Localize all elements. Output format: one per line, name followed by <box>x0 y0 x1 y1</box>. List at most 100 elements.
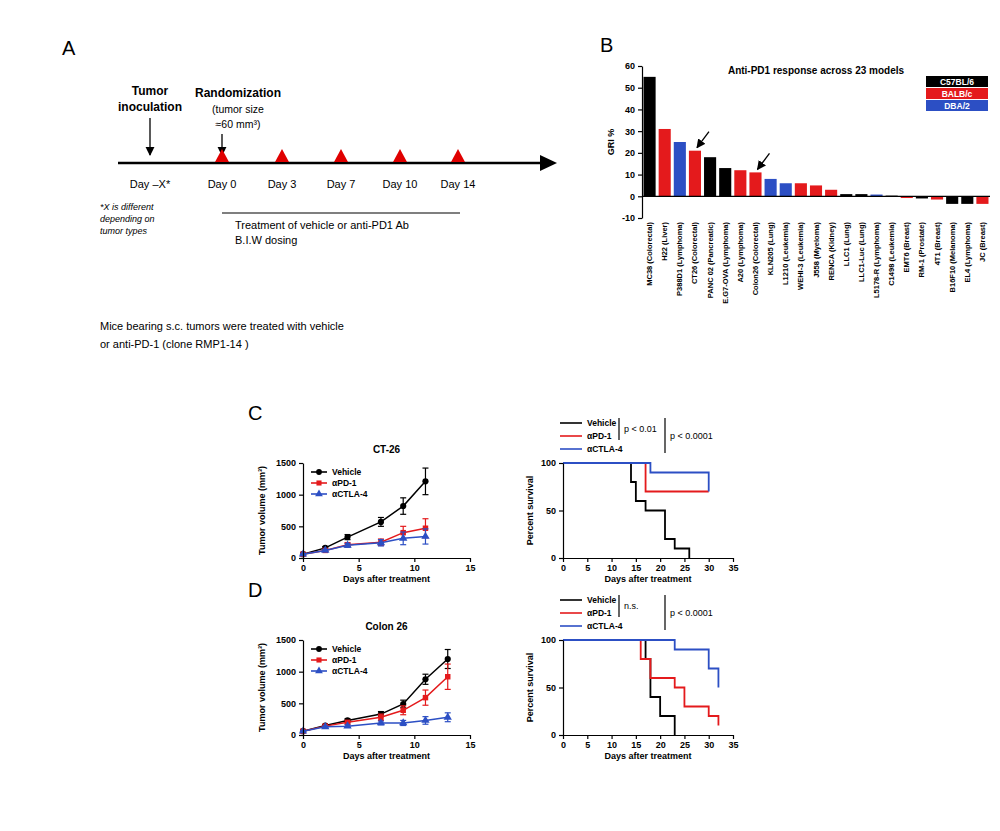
tick-label: 500 <box>281 522 296 532</box>
marker <box>343 541 351 548</box>
tick-label: 50 <box>625 83 635 93</box>
error-cap <box>400 531 406 532</box>
marker <box>444 712 452 719</box>
marker <box>400 701 406 707</box>
tick-label: -10 <box>622 213 635 223</box>
marker <box>343 721 351 728</box>
legend-swatch <box>926 100 988 111</box>
tick-mark <box>559 558 563 559</box>
arrow <box>697 132 709 148</box>
tick-label: 1000 <box>276 667 296 677</box>
category-label: KLN205 (Lung) <box>766 222 775 276</box>
legend-label: αCTLA-4 <box>332 489 368 499</box>
bar <box>719 168 731 196</box>
legend: VehicleαPD-1αCTLA-4n.s.p < 0.0001 <box>560 595 713 631</box>
error-cap <box>400 700 406 701</box>
x-axis: 05101520253035 <box>561 558 739 573</box>
tick: 10 <box>410 735 420 750</box>
tick: 0 <box>301 735 306 750</box>
tick-mark <box>299 640 303 641</box>
legend-line <box>560 448 582 450</box>
legend-line <box>560 435 582 437</box>
tick-label: 0 <box>630 192 635 202</box>
category-label: RM-1 (Prostate) <box>917 222 926 278</box>
error-cap <box>422 467 428 468</box>
footnote: tumor types <box>100 226 148 236</box>
tick-label: 0 <box>551 553 556 563</box>
tick-mark <box>684 558 685 562</box>
tick-label: 15 <box>465 740 475 750</box>
marker <box>344 534 350 540</box>
tick-mark <box>299 558 303 559</box>
tick-label: 1500 <box>276 635 296 645</box>
tick: 0 <box>291 553 303 563</box>
tick-label: 25 <box>680 563 690 573</box>
category-label: H22 (Liver) <box>660 221 669 260</box>
tick-mark <box>638 153 642 154</box>
axis-line <box>563 641 564 736</box>
category-label: C1498 (Leukemia) <box>887 221 896 285</box>
marker <box>445 656 451 662</box>
dose-marker <box>215 149 229 162</box>
tick-mark <box>559 735 563 736</box>
arrow <box>757 153 769 169</box>
legend-label: Vehicle <box>587 418 617 428</box>
tick: 1500 <box>276 458 303 468</box>
bar <box>810 185 822 196</box>
survival-line <box>563 463 689 558</box>
tick-mark <box>470 558 471 562</box>
tick-mark <box>611 558 612 562</box>
x-axis: 05101520253035 <box>561 735 739 750</box>
error-bar <box>378 517 384 526</box>
panel-label: D <box>248 579 262 601</box>
tick-mark <box>638 66 642 67</box>
category-label: RENCA (Kidney) <box>827 222 836 281</box>
bar <box>961 196 973 204</box>
category-label: B16F10 (Melanoma) <box>948 221 957 292</box>
line <box>303 481 425 554</box>
axis-title: Tumor volume (mm³) <box>257 643 267 732</box>
axis-line <box>563 464 564 559</box>
tick-mark <box>559 510 563 511</box>
x-axis: 051015 <box>301 735 476 750</box>
axis-title: Percent survival <box>525 476 535 546</box>
error-cap <box>422 528 428 529</box>
tick-mark <box>638 109 642 110</box>
figure: ATumorinoculationRandomization(tumor siz… <box>0 0 1000 831</box>
bar <box>780 183 792 196</box>
tick: 35 <box>728 735 738 750</box>
legend-label: C57BL/6 <box>940 77 974 87</box>
tick: 30 <box>704 558 714 573</box>
axis-title: Days after treatment <box>604 751 691 761</box>
dose-marker <box>393 149 407 162</box>
legend-marker <box>315 490 323 497</box>
error-cap <box>422 684 428 685</box>
legend-marker <box>316 480 321 485</box>
tick-label: 0 <box>561 563 566 573</box>
tick-mark <box>303 735 304 739</box>
tick-mark <box>299 526 303 527</box>
legend-marker <box>316 657 321 662</box>
tick-mark <box>611 735 612 739</box>
tick: 40 <box>625 105 642 115</box>
tick: 0 <box>561 558 566 573</box>
error-cap <box>378 526 384 527</box>
error-bar <box>400 706 406 715</box>
tick: 5 <box>357 558 362 573</box>
tick-mark <box>684 735 685 739</box>
x-axis: 051015 <box>301 558 476 573</box>
error-cap <box>400 705 406 706</box>
category-label: CT26 (Colorectal) <box>690 222 699 285</box>
tick-mark <box>638 174 642 175</box>
legend-swatch <box>926 88 988 99</box>
tick: 15 <box>631 735 641 750</box>
day-label: Day 14 <box>441 178 476 190</box>
tick-label: 0 <box>291 730 296 740</box>
legend-label: αPD-1 <box>332 478 357 488</box>
tick: 15 <box>465 558 475 573</box>
footnote: depending on <box>100 214 155 224</box>
error-cap <box>422 724 428 725</box>
tick: 20 <box>656 558 666 573</box>
tick-label: 10 <box>625 170 635 180</box>
tick: 50 <box>546 683 563 693</box>
